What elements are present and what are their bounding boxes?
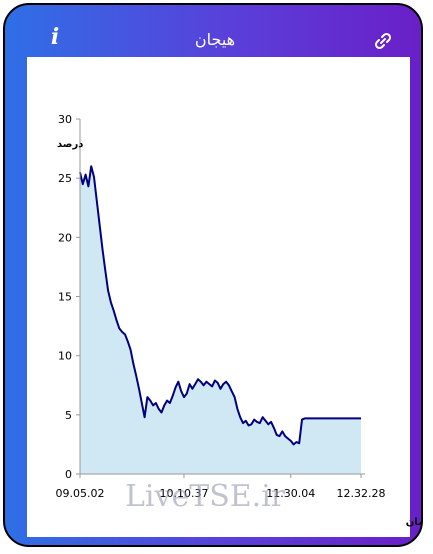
chart-area: 0 5 10 15 20 25 30 09.05.02 10.10.37 11.30.04 12.3… bbox=[56, 113, 386, 500]
y-tick-label: 0 bbox=[65, 468, 72, 481]
series-area bbox=[80, 166, 361, 475]
link-icon[interactable] bbox=[373, 31, 393, 51]
series-line bbox=[79, 165, 361, 446]
y-tick-label: 10 bbox=[58, 350, 72, 363]
app-card: i هیجان 0 5 10 15 20 25 30 09.05.02 10.10.37 11.3… bbox=[3, 3, 423, 547]
x-axis-label: زمان bbox=[405, 517, 421, 528]
x-tick-label: 09.05.02 bbox=[56, 487, 105, 500]
y-axis-label: درصد bbox=[57, 139, 84, 150]
y-tick-label: 5 bbox=[65, 409, 72, 422]
x-tick-label: 12.32.28 bbox=[337, 487, 386, 500]
x-tick-label: 11.30.04 bbox=[266, 487, 315, 500]
y-tick-label: 25 bbox=[58, 172, 72, 185]
header-bar: i هیجان bbox=[5, 5, 421, 57]
y-tick-label: 30 bbox=[58, 113, 72, 126]
y-tick-label: 20 bbox=[58, 231, 72, 244]
watermark: LiveTSE.ir bbox=[125, 479, 286, 514]
chart-panel: 0 5 10 15 20 25 30 09.05.02 10.10.37 11.30.04 12.3… bbox=[27, 57, 421, 537]
page-title: هیجان bbox=[194, 30, 236, 49]
y-tick-label: 15 bbox=[58, 291, 72, 304]
info-icon[interactable]: i bbox=[50, 24, 60, 50]
x-tick-label: 10.10.37 bbox=[159, 487, 208, 500]
